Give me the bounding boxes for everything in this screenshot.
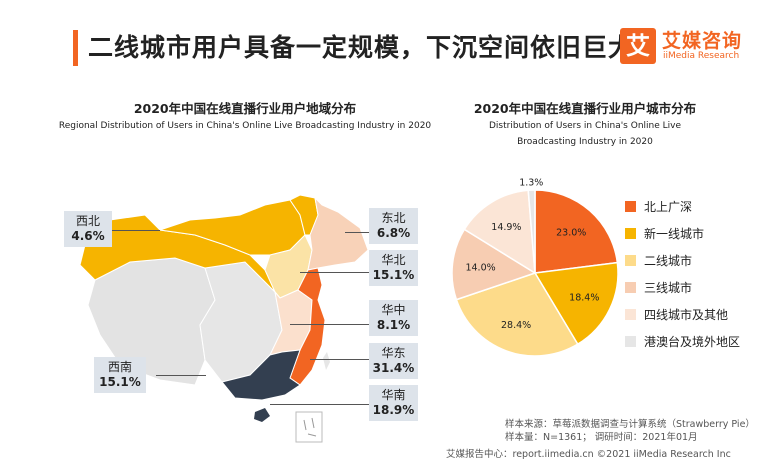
leader-huabei	[300, 272, 369, 273]
legend-label: 新一线城市	[644, 227, 705, 241]
footer-text: 艾媒报告中心：report.iimedia.cn ©2021 iiMedia R…	[446, 449, 731, 460]
region-label-huazhong: 华中 8.1%	[369, 300, 418, 336]
region-label-huadong: 华东 31.4%	[369, 343, 418, 379]
title-accent-bar	[73, 30, 78, 66]
source-line-1: 样本来源：草莓派数据调查与计算系统（Strawberry Pie）	[505, 419, 755, 430]
logo-text-en: iiMedia Research	[663, 51, 740, 61]
pie-label-1: 18.4%	[569, 292, 599, 303]
legend-swatch	[625, 309, 636, 320]
map-region-east	[289, 267, 326, 386]
pie-slice-4	[463, 189, 536, 275]
legend-swatch	[625, 228, 636, 239]
leader-huadong	[310, 359, 369, 360]
south-china-sea-inset	[295, 411, 323, 443]
map-region-hainan	[254, 408, 270, 422]
map-chart-title: 2020年中国在线直播行业用户地域分布	[133, 101, 357, 116]
region-label-huabei: 华北 15.1%	[369, 250, 418, 286]
legend-item-1: 新一线城市	[625, 220, 740, 247]
source-line-2: 样本量：N=1361； 调研时间：2021年01月	[505, 432, 698, 443]
pie-label-0: 23.0%	[556, 227, 586, 238]
pie-label-5: 1.3%	[519, 178, 543, 189]
map-region-south	[221, 349, 301, 401]
pie-slice-2	[455, 272, 579, 357]
pie-chart-title: 2020年中国在线直播行业用户城市分布	[473, 101, 697, 116]
legend-item-5: 港澳台及境外地区	[625, 328, 740, 355]
city-pie-chart: 23.0% 18.4% 28.4% 14.0% 14.9% 1.3%	[451, 178, 619, 357]
region-label-xinan: 西南 15.1%	[94, 357, 146, 393]
legend-swatch	[625, 336, 636, 347]
legend-item-4: 四线城市及其他	[625, 301, 740, 328]
legend-label: 港澳台及境外地区	[644, 335, 741, 349]
pie-slice-3	[451, 228, 537, 301]
pie-slice-5	[527, 189, 536, 274]
map-region-northeast	[307, 196, 369, 271]
region-label-xibei: 西北 4.6%	[64, 211, 112, 247]
leader-xinan	[156, 375, 206, 376]
legend-item-3: 三线城市	[625, 274, 740, 301]
region-label-dongbei: 东北 6.8%	[369, 208, 418, 244]
iimedia-logo: 艾 艾媒咨询 iiMedia Research	[620, 26, 750, 66]
leader-huanan	[270, 404, 369, 405]
legend-swatch	[625, 282, 636, 293]
pie-label-4: 14.9%	[491, 222, 521, 233]
map-region-taiwan	[323, 352, 330, 370]
legend-label: 北上广深	[644, 200, 693, 214]
legend-label: 四线城市及其他	[644, 308, 729, 322]
leader-dongbei	[345, 232, 369, 233]
pie-slice-1	[533, 261, 619, 346]
pie-slice-0	[534, 189, 619, 274]
logo-glyph: 艾	[620, 28, 656, 64]
map-chart-subtitle: Regional Distribution of Users in China'…	[58, 121, 432, 131]
legend-swatch	[625, 255, 636, 266]
page-title: 二线城市用户具备一定规模，下沉空间依旧巨大	[88, 33, 635, 62]
region-label-huanan: 华南 18.9%	[369, 385, 418, 421]
pie-label-2: 28.4%	[501, 320, 531, 331]
leader-huazhong	[290, 324, 369, 325]
pie-label-3: 14.0%	[465, 262, 495, 273]
pie-chart-subtitle: Distribution of Users in China's Online …	[488, 121, 682, 147]
logo-text-cn: 艾媒咨询	[662, 30, 743, 52]
legend-label: 三线城市	[644, 281, 693, 295]
source-note: 样本来源：草莓派数据调查与计算系统（Strawberry Pie） 样本量：N=…	[505, 418, 755, 444]
leader-xibei	[112, 230, 160, 231]
legend-item-0: 北上广深	[625, 193, 740, 220]
legend-item-2: 二线城市	[625, 247, 740, 274]
legend-label: 二线城市	[644, 254, 693, 268]
pie-legend: 北上广深新一线城市二线城市三线城市四线城市及其他 港澳台及境外地区	[625, 193, 740, 355]
legend-swatch	[625, 201, 636, 212]
